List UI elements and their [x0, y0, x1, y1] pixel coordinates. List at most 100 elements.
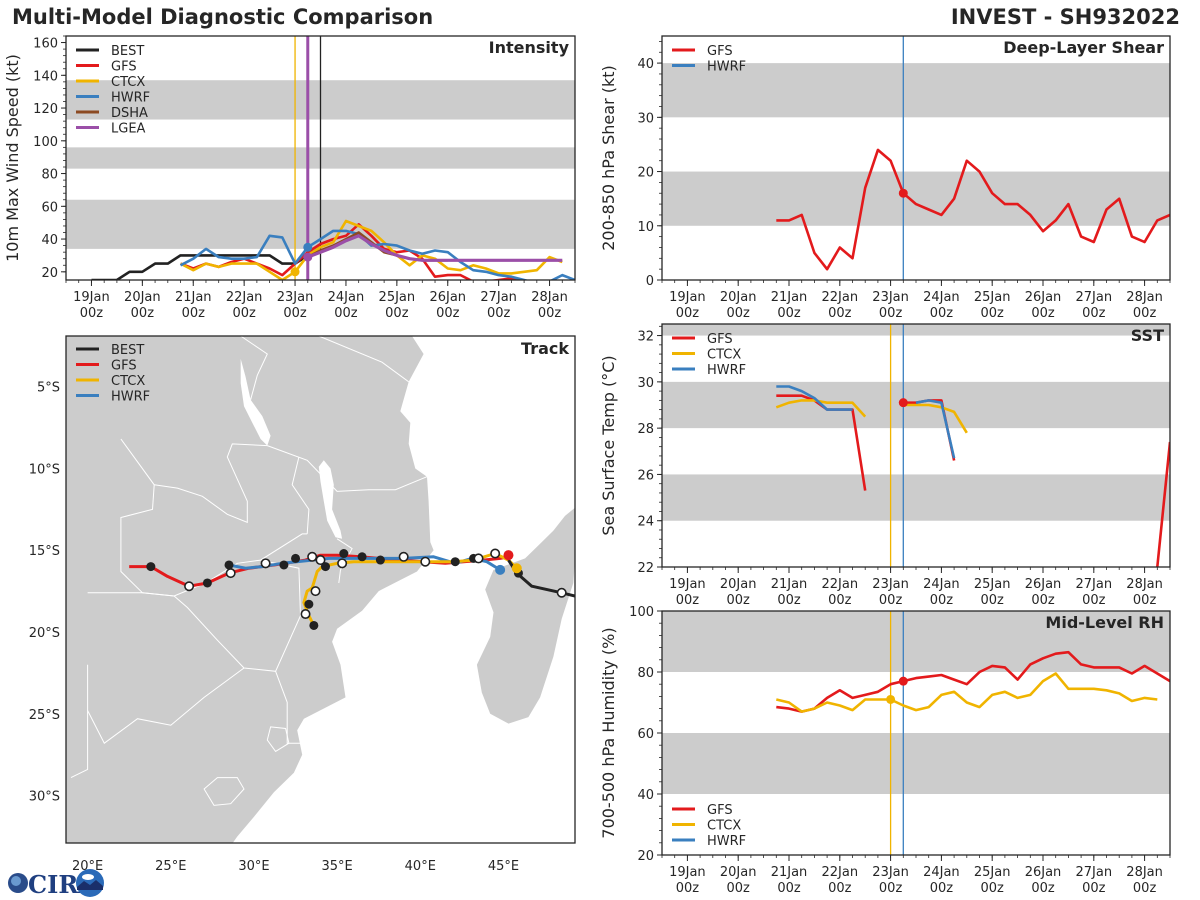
legend-label: HWRF — [111, 390, 150, 405]
x-tick-label-hour: 00z — [777, 593, 801, 608]
series-line-best — [91, 246, 322, 280]
x-tick-label-hour: 00z — [981, 881, 1005, 896]
x-tick-label-day: 27Jan — [1076, 290, 1113, 305]
track-point-filled — [224, 560, 234, 570]
lat-label: 25°S — [29, 708, 60, 723]
x-tick-label-day: 20Jan — [124, 290, 161, 305]
series-line-gfs — [180, 223, 520, 280]
x-tick-label-day: 25Jan — [974, 290, 1011, 305]
x-tick-label-day: 26Jan — [1025, 865, 1062, 880]
country-border — [291, 456, 310, 534]
legend-label: HWRF — [707, 60, 746, 75]
track-point-open — [300, 609, 311, 620]
plot-area — [662, 324, 1170, 567]
track-point-filled — [450, 557, 460, 567]
series-line-ctcx — [903, 403, 968, 434]
track-point-hwrf — [495, 564, 506, 575]
x-tick-label-day: 25Jan — [974, 865, 1011, 880]
lesotho-border — [203, 777, 245, 806]
track-point-gfs — [503, 550, 514, 561]
x-tick-label-hour: 00z — [334, 306, 358, 321]
x-tick-label-hour: 00z — [232, 306, 256, 321]
series-line-gfs — [776, 650, 1170, 713]
x-tick-label-hour: 00z — [1082, 881, 1106, 896]
x-tick-label-hour: 00z — [436, 306, 460, 321]
land-africa — [66, 336, 434, 843]
series-line-ctcx — [179, 219, 563, 280]
x-tick-label-day: 21Jan — [771, 865, 808, 880]
x-tick-label-day: 27Jan — [1076, 865, 1113, 880]
plot-area — [662, 36, 1170, 280]
x-tick-label-day: 20Jan — [720, 290, 757, 305]
x-tick-label-hour: 00z — [676, 593, 700, 608]
y-tick-label: 0 — [646, 274, 654, 289]
country-border — [87, 559, 302, 672]
country-border — [318, 336, 409, 383]
legend-label: GFS — [111, 359, 137, 374]
shaded-band — [662, 324, 1170, 336]
x-tick-label-day: 22Jan — [226, 290, 263, 305]
x-tick-label-day: 21Jan — [771, 290, 808, 305]
track-point-filled — [202, 578, 212, 588]
legend-label: CTCX — [111, 374, 145, 389]
shaded-band — [662, 611, 1170, 672]
panel-title: Deep-Layer Shear — [1003, 38, 1164, 57]
series-line-gfs — [776, 148, 1170, 271]
x-tick-label-day: 26Jan — [1025, 577, 1062, 592]
plot-area — [662, 611, 1170, 855]
track-point-open — [260, 558, 271, 569]
lat-label: 30°S — [29, 790, 60, 805]
x-tick-label-hour: 00z — [777, 306, 801, 321]
lake-tanganyika — [240, 358, 271, 446]
x-tick-label-hour: 00z — [727, 881, 751, 896]
x-tick-label-day: 19Jan — [669, 577, 706, 592]
track-point-open — [307, 551, 318, 562]
x-tick-label-day: 25Jan — [974, 577, 1011, 592]
country-border — [70, 710, 89, 779]
x-tick-label-day: 22Jan — [822, 577, 859, 592]
y-tick-label: 80 — [41, 168, 58, 183]
x-tick-label-day: 23Jan — [872, 577, 909, 592]
lat-label: 10°S — [29, 462, 60, 477]
x-tick-label-hour: 00z — [1031, 881, 1055, 896]
x-tick-label-hour: 00z — [930, 881, 954, 896]
x-tick-label-hour: 00z — [131, 306, 155, 321]
track-point-filled — [375, 555, 385, 565]
y-tick-label: 40 — [637, 57, 654, 72]
shaded-band — [662, 733, 1170, 794]
marker-ctcx — [290, 267, 300, 277]
x-tick-label-hour: 00z — [879, 593, 903, 608]
x-tick-label-day: 21Jan — [175, 290, 212, 305]
land-madagascar — [476, 507, 575, 724]
storm-title: INVEST - SH932022 — [950, 5, 1180, 29]
series-line-ctcx — [775, 399, 867, 418]
track-point-open — [490, 548, 501, 559]
x-tick-label-hour: 00z — [538, 306, 562, 321]
x-tick-label-day: 28Jan — [1126, 577, 1163, 592]
lake-malawi — [318, 460, 343, 539]
legend-label: BEST — [111, 44, 144, 59]
y-axis-label: 10m Max Wind Speed (kt) — [3, 54, 22, 262]
map-frame — [65, 335, 576, 844]
x-tick-label-day: 24Jan — [328, 290, 365, 305]
panel-rh: 2040608010019Jan00z20Jan00z21Jan00z22Jan… — [599, 605, 1171, 896]
track-point-open — [398, 551, 409, 562]
marker-lgea — [303, 252, 313, 262]
legend-label: GFS — [707, 332, 733, 347]
panel-track: 5°S10°S15°S20°S25°S30°S20°E 25°E 30°E 35°E 4… — [29, 335, 576, 874]
track-point-ctcx — [511, 563, 522, 574]
x-tick-label-day: 28Jan — [1126, 865, 1163, 880]
lat-label: 15°S — [29, 544, 60, 559]
track-point-filled — [320, 562, 330, 572]
x-tick-label-day: 23Jan — [872, 290, 909, 305]
series-line-gfs — [1156, 441, 1170, 567]
legend-label: LGEA — [111, 122, 146, 137]
plot-area — [66, 36, 575, 280]
x-tick-label-day: 19Jan — [669, 865, 706, 880]
track-point-open — [184, 581, 195, 592]
marker-gfs — [898, 398, 908, 408]
x-tick-label-hour: 00z — [1133, 593, 1157, 608]
x-tick-label-hour: 00z — [1082, 306, 1106, 321]
track-point-open — [473, 553, 484, 564]
x-tick-label-hour: 00z — [981, 306, 1005, 321]
